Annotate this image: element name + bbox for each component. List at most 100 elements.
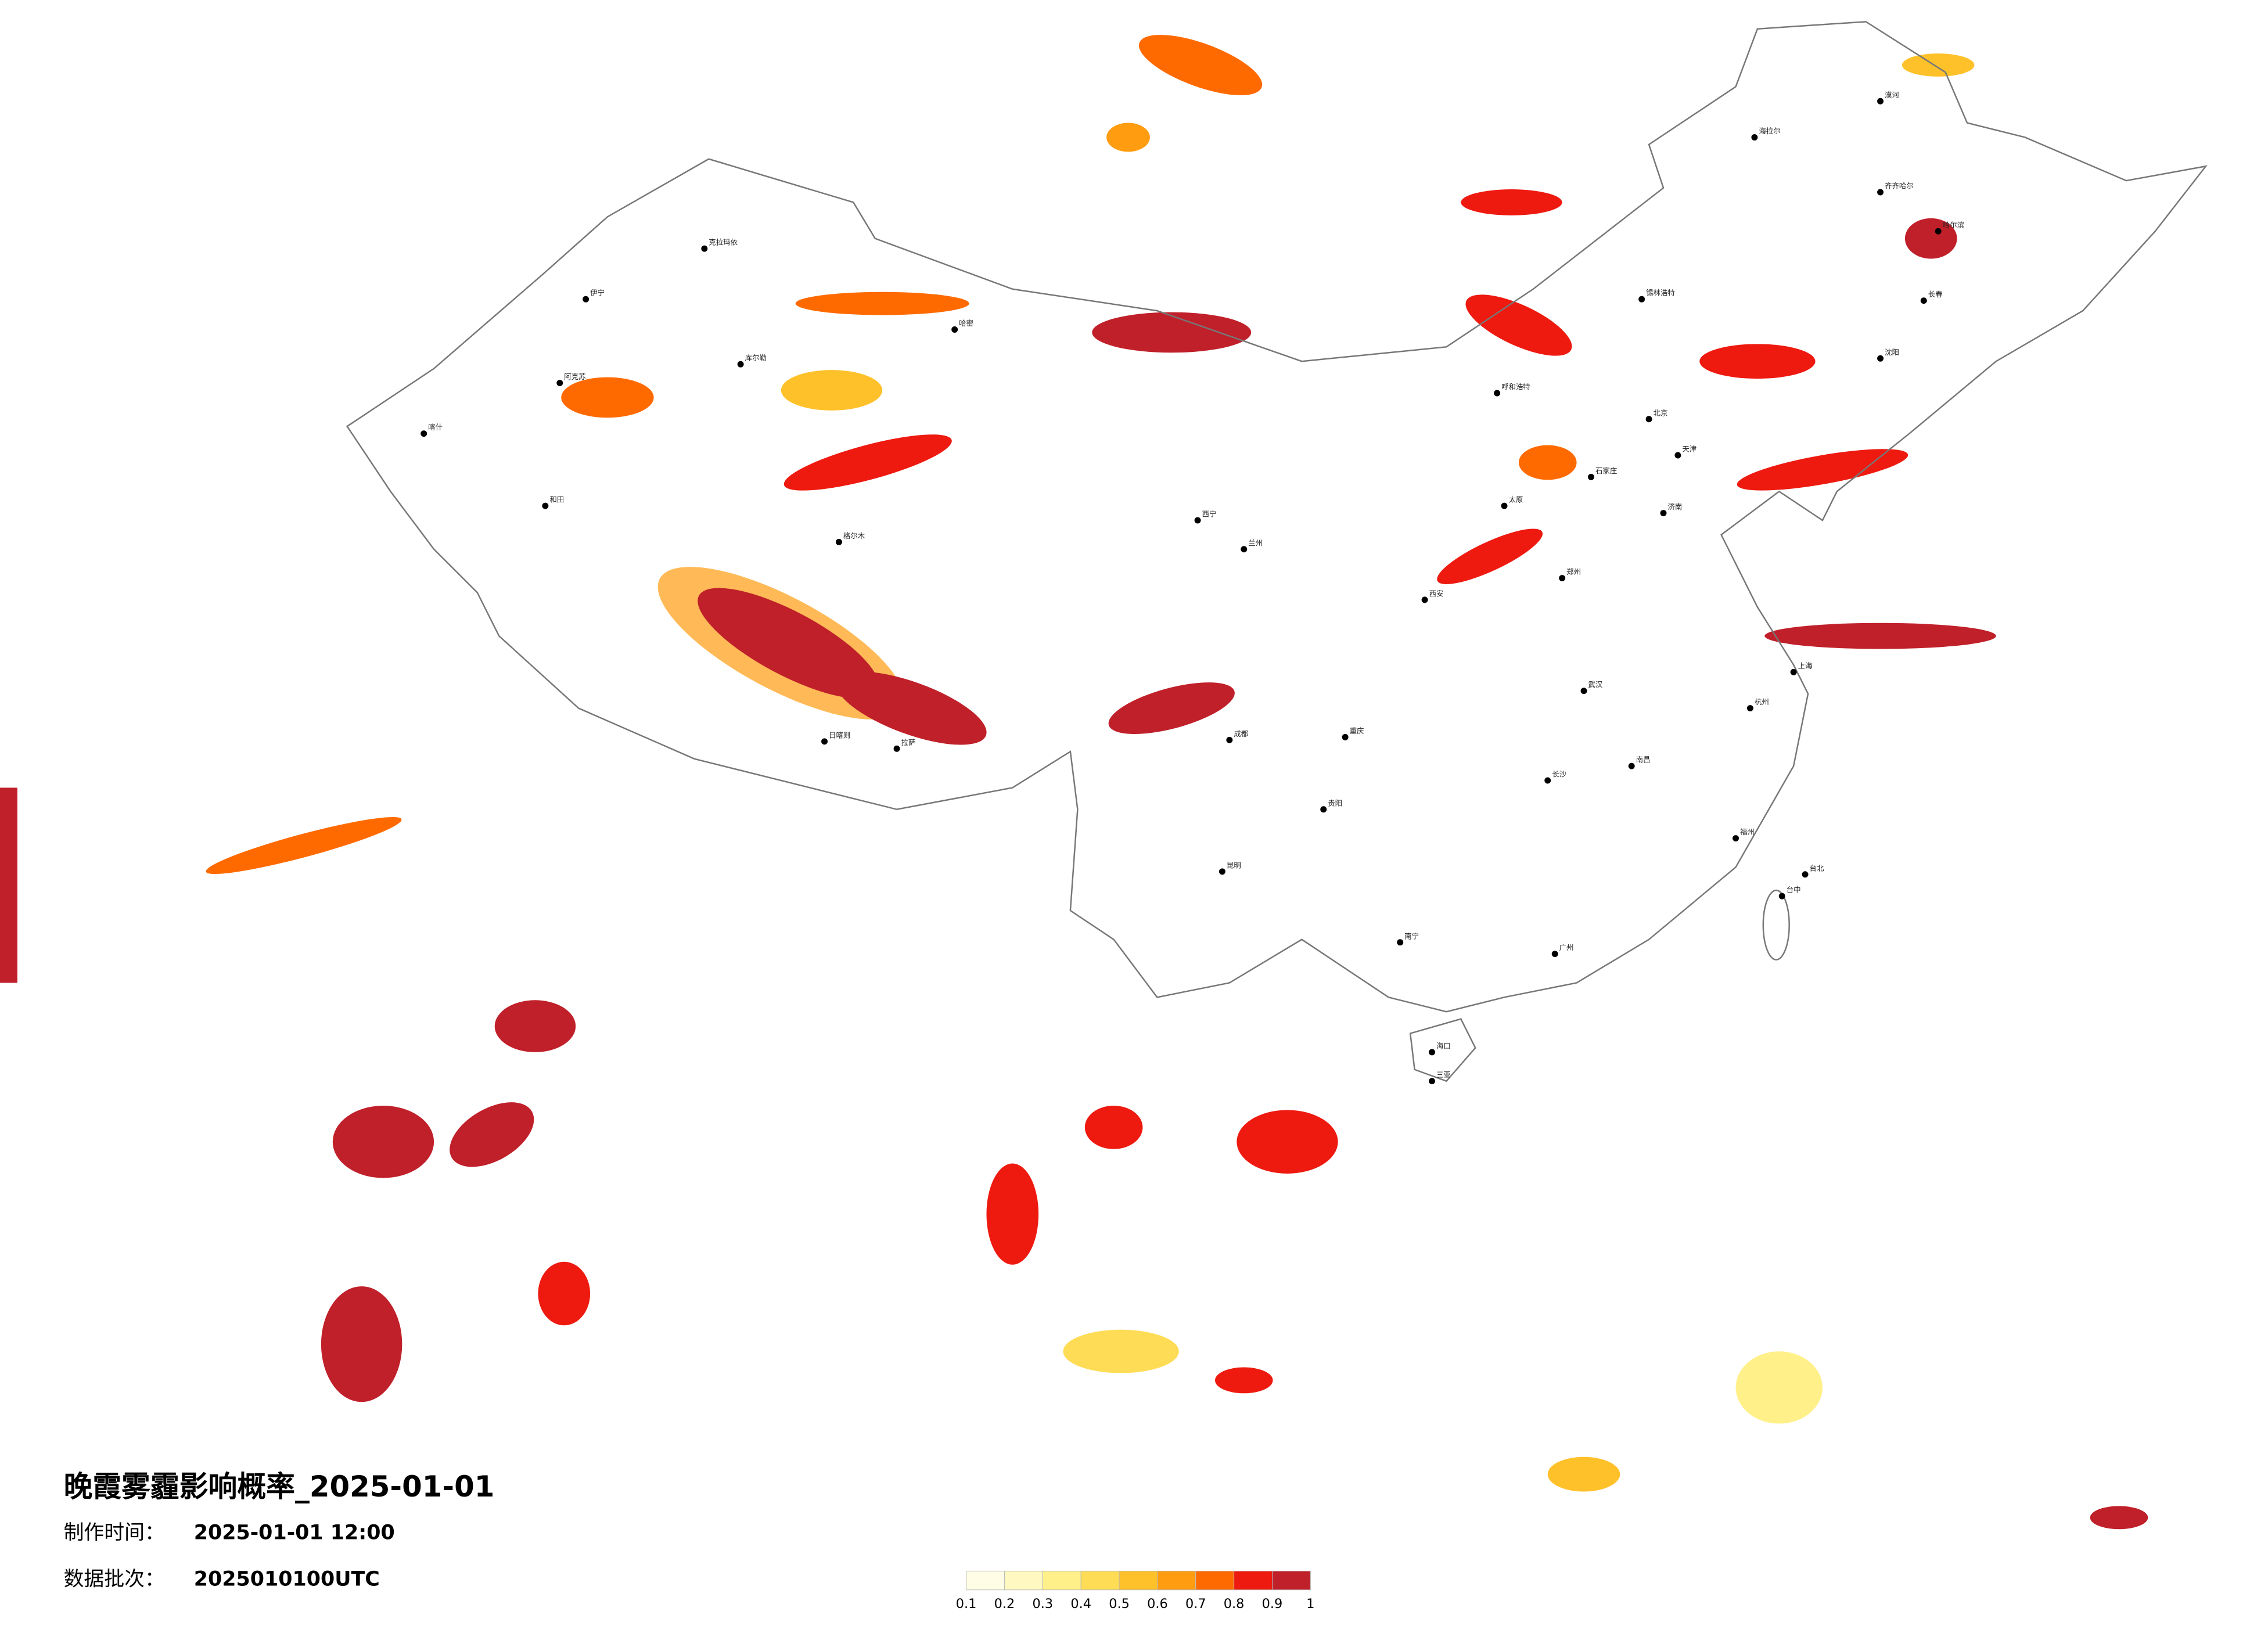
city-label: 昆明 — [1227, 861, 1241, 869]
city-dot — [1544, 777, 1551, 784]
haze-patch — [1138, 35, 1263, 95]
city-label: 哈密 — [959, 319, 973, 328]
batch-label: 数据批次： — [64, 1567, 165, 1591]
haze-patch — [206, 816, 402, 875]
haze-patch — [2090, 1506, 2148, 1530]
city-dot — [583, 296, 590, 303]
haze-patch — [1461, 189, 1562, 215]
haze-patch — [1902, 53, 1975, 77]
haze-patch — [450, 1102, 534, 1167]
batch-value: 2025010100UTC — [194, 1567, 380, 1591]
haze-patch — [1735, 1351, 1823, 1424]
colorbar-box — [1234, 1570, 1273, 1591]
colorbar-box — [1042, 1570, 1081, 1591]
city-dot — [1587, 473, 1594, 480]
city-dot — [951, 326, 958, 333]
city-label: 齐齐哈尔 — [1885, 182, 1914, 190]
city-label: 台北 — [1810, 864, 1824, 872]
made-label: 制作时间： — [64, 1521, 165, 1545]
colorbar-box — [1119, 1570, 1158, 1591]
city-label: 漠河 — [1885, 91, 1899, 99]
city-dot — [1342, 733, 1349, 740]
city-label: 海口 — [1436, 1041, 1451, 1050]
city-dot — [1429, 1049, 1436, 1056]
country-border — [346, 21, 2208, 1013]
haze-patch — [538, 1261, 591, 1326]
city-label: 喀什 — [428, 423, 443, 431]
city-dot — [1421, 596, 1428, 603]
haze-patch — [1063, 1329, 1179, 1373]
city-label: 锡林浩特 — [1646, 289, 1675, 297]
haze-patch — [1214, 1367, 1273, 1394]
city-label: 南宁 — [1404, 931, 1419, 940]
haze-patch — [1904, 218, 1957, 259]
city-label: 郑州 — [1566, 567, 1581, 576]
city-label: 上海 — [1798, 661, 1813, 670]
haze-patch — [836, 671, 987, 745]
city-dot — [556, 380, 563, 387]
city-dot — [1559, 575, 1566, 582]
city-label: 海拉尔 — [1759, 127, 1780, 135]
colorbar-box — [1157, 1570, 1196, 1591]
city-label: 重庆 — [1350, 726, 1364, 735]
city-dot — [1802, 871, 1809, 878]
city-dot — [1733, 835, 1739, 842]
city-label: 阿克苏 — [564, 372, 585, 381]
colorbar-box — [1004, 1570, 1043, 1591]
city-label: 南昌 — [1636, 756, 1651, 764]
city-label: 北京 — [1654, 408, 1668, 417]
city-dot — [1638, 296, 1645, 303]
taiwan-border — [1762, 889, 1790, 961]
hainan-border — [1409, 1018, 1476, 1082]
city-dot — [1877, 355, 1884, 362]
haze-patch — [1106, 123, 1150, 152]
colorbar-tick-label: 0.1 — [956, 1596, 977, 1611]
haze-patch — [795, 292, 969, 315]
colorbar: 0.1 0.2 0.3 0.4 0.5 0.6 0.7 0.8 0.9 1 — [956, 1570, 1314, 1611]
city-dot — [1628, 762, 1635, 769]
colorbar-tick-label: 0.7 — [1185, 1596, 1206, 1611]
city-label: 台中 — [1787, 886, 1801, 894]
city-dot — [1645, 416, 1652, 423]
city-label: 哈尔滨 — [1943, 221, 1964, 229]
city-dot — [1397, 939, 1404, 946]
haze-patch — [1764, 623, 1996, 649]
city-dot — [1580, 688, 1587, 695]
map-title: 晚霞雾霾影响概率_2025-01-01 — [64, 1470, 495, 1503]
city-dot — [1746, 705, 1753, 712]
haze-patch — [0, 787, 17, 983]
colorbar-box — [1080, 1570, 1120, 1591]
city-dot — [1660, 510, 1667, 517]
city-label: 呼和浩特 — [1501, 383, 1530, 391]
city-label: 伊宁 — [590, 289, 605, 297]
city-label: 格尔木 — [843, 531, 865, 540]
colorbar-box — [1195, 1570, 1235, 1591]
city-label: 贵阳 — [1328, 798, 1342, 807]
colorbar-box — [1271, 1570, 1311, 1591]
city-dot — [1790, 668, 1797, 675]
city-label: 福州 — [1740, 828, 1755, 836]
city-label: 广州 — [1559, 943, 1574, 952]
city-label: 克拉玛依 — [709, 238, 738, 247]
city-dot — [1778, 893, 1785, 900]
city-label: 石家庄 — [1595, 466, 1617, 475]
city-label: 日喀则 — [829, 731, 850, 739]
haze-patch — [781, 370, 883, 411]
haze-patch — [986, 1163, 1039, 1265]
city-label: 太原 — [1509, 495, 1523, 504]
haze-patch — [1699, 344, 1816, 379]
made-time: 2025-01-01 12:00 — [194, 1521, 395, 1545]
city-dot — [1241, 546, 1248, 553]
city-dot — [893, 745, 900, 752]
city-dot — [1877, 189, 1884, 196]
haze-patch — [1092, 312, 1252, 353]
city-dot — [737, 361, 744, 368]
city-label: 和田 — [549, 495, 564, 504]
haze-patch — [561, 377, 654, 418]
city-dot — [542, 502, 549, 509]
city-dot — [1226, 736, 1233, 743]
city-label: 沈阳 — [1885, 348, 1899, 357]
colorbar-tick-label: 0.5 — [1109, 1596, 1130, 1611]
